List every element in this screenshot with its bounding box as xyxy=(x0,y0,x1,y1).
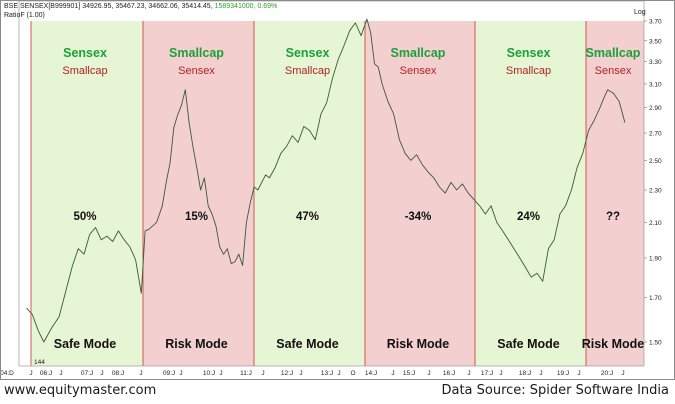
regime-top-label-2: Smallcap xyxy=(169,46,224,60)
regime-bottom-label-2: Sensex xyxy=(178,65,215,77)
regime-bottom-label-6: Sensex xyxy=(595,65,632,77)
regime-mode-4: Risk Mode xyxy=(387,337,450,351)
x-tick-label-11: 10:J xyxy=(203,370,215,377)
x-tick-label-10: J xyxy=(179,370,182,377)
y-tick-label-5: 2.90 xyxy=(649,105,662,112)
ratio-label: RatioF (1.00) xyxy=(4,12,45,19)
x-tick-label-29: J xyxy=(539,370,542,377)
x-tick-label-16: J xyxy=(299,370,302,377)
ticker-label: BSE SENSEX[B999901] xyxy=(4,3,81,10)
x-tick-label-2: J xyxy=(29,370,32,377)
y-tick-label-3: 3.30 xyxy=(649,59,662,66)
regime-return-5: 24% xyxy=(517,211,540,223)
regime-mode-5: Safe Mode xyxy=(497,337,560,351)
x-tick-label-6: J xyxy=(100,370,103,377)
y-tick-label-8: 2.30 xyxy=(649,188,662,195)
x-tick-label-27: J xyxy=(499,370,502,377)
x-tick-label-3: 06:J xyxy=(40,370,52,377)
regime-top-label-3: Sensex xyxy=(286,46,330,60)
x-tick-label-25: J xyxy=(467,370,470,377)
x-tick-label-12: J xyxy=(219,370,222,377)
x-tick-label-7: 08:J xyxy=(112,370,124,377)
x-tick-label-22: 15:J xyxy=(403,370,415,377)
regime-bottom-label-1: Smallcap xyxy=(62,65,107,77)
x-tick-label-28: 18:J xyxy=(519,370,531,377)
footer: www.equitymaster.com Data Source: Spider… xyxy=(0,381,675,404)
x-tick-label-19: O xyxy=(350,370,355,377)
x-tick-label-26: 17:J xyxy=(481,370,493,377)
x-tick-label-20: 14:J xyxy=(365,370,377,377)
regime-zone-1 xyxy=(31,21,143,366)
x-tick-label-13: 11:J xyxy=(240,370,252,377)
scale-label: Log xyxy=(634,9,646,16)
y-tick-label-6: 2.70 xyxy=(649,131,662,138)
x-tick-label-15: 12:J xyxy=(281,370,293,377)
regime-zone-3 xyxy=(254,21,365,366)
regime-top-label-4: Smallcap xyxy=(391,46,446,60)
regime-bottom-label-4: Sensex xyxy=(400,65,437,77)
regime-top-label-6: Smallcap xyxy=(586,46,641,60)
x-tick-label-8: J xyxy=(139,370,142,377)
y-tick-label-7: 2.50 xyxy=(649,158,662,165)
x-tick-label-14: J xyxy=(261,370,264,377)
y-tick-label-11: 1.70 xyxy=(649,295,662,302)
chart: Sensex Smallcap 50% Safe Mode Smallcap Sensex… xyxy=(1,1,662,377)
x-tick-label-31: J xyxy=(577,370,580,377)
regime-mode-2: Risk Mode xyxy=(165,337,228,351)
y-tick-label-9: 2.10 xyxy=(649,220,662,227)
x-tick-label-21: J xyxy=(391,370,394,377)
x-tick-label-4: J xyxy=(59,370,62,377)
regime-return-6: ?? xyxy=(606,211,620,223)
x-tick-label-30: 19:J xyxy=(557,370,569,377)
x-tick-label-24: 16:J xyxy=(443,370,455,377)
regime-zone-4 xyxy=(365,21,475,366)
regime-return-2: 15% xyxy=(185,211,208,223)
y-tick-label-12: 1.50 xyxy=(649,340,662,347)
x-tick-label-32: 20:J xyxy=(601,370,613,377)
regime-return-4: -34% xyxy=(405,211,432,223)
regime-top-label-5: Sensex xyxy=(507,46,551,60)
change-value: 0.69% xyxy=(257,3,278,10)
chart-frame: Sensex Smallcap 50% Safe Mode Smallcap Sensex… xyxy=(0,0,675,380)
y-tick-label-2: 3.50 xyxy=(649,38,662,45)
start-marker: 144 xyxy=(34,359,45,366)
y-tick-label-10: 1.90 xyxy=(649,255,662,262)
data-source: Data Source: Spider Software India xyxy=(441,383,669,398)
regime-return-3: 47% xyxy=(296,211,319,223)
x-tick-label-1: 04:D xyxy=(1,370,14,377)
site-url: www.equitymaster.com xyxy=(4,383,157,398)
ohlc-values: 34926.95, 35467.23, 34662.06, 35414.45, xyxy=(82,3,213,10)
regime-return-1: 50% xyxy=(73,211,96,223)
regime-top-label-1: Sensex xyxy=(63,46,107,60)
y-tick-label-4: 3.10 xyxy=(649,81,662,88)
volume-value: 1589341000, xyxy=(214,3,256,10)
ratio-line xyxy=(26,18,626,343)
plot-border xyxy=(18,1,645,367)
regime-zone-5 xyxy=(475,21,586,366)
regime-mode-6: Risk Mode xyxy=(582,337,645,351)
header-line: BSE SENSEX[B999901] 34926.95, 35467.23, … xyxy=(4,3,277,10)
regime-mode-1: Safe Mode xyxy=(54,337,117,351)
y-tick-label-1: 3.70 xyxy=(649,19,662,26)
x-tick-label-9: 09:J xyxy=(163,370,175,377)
x-tick-label-17: 13:J xyxy=(321,370,333,377)
x-tick-label-23: J xyxy=(427,370,430,377)
regime-zone-2 xyxy=(143,21,254,366)
x-tick-label-18: J xyxy=(337,370,340,377)
x-tick-label-33: J xyxy=(621,370,624,377)
regime-bottom-label-5: Smallcap xyxy=(506,65,551,77)
regime-zone-6 xyxy=(586,21,644,366)
regime-mode-3: Safe Mode xyxy=(276,337,339,351)
x-tick-label-5: 07:J xyxy=(81,370,93,377)
regime-bottom-label-3: Smallcap xyxy=(285,65,330,77)
